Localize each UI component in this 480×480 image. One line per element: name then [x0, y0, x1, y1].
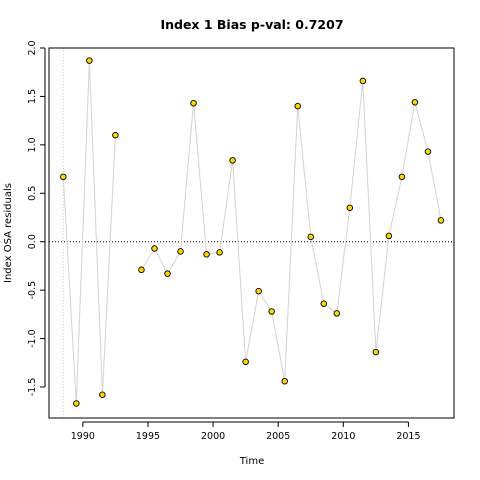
data-point [411, 98, 419, 106]
data-point [73, 400, 80, 407]
data-point [242, 358, 249, 366]
data-point [359, 77, 367, 85]
data-point [437, 217, 445, 224]
x-tick-label: 1990 [71, 431, 95, 442]
y-tick-label: -0.5 [27, 281, 38, 300]
y-tick-label: 1.0 [27, 137, 38, 152]
y-tick-label: -1.0 [27, 329, 38, 348]
series-line-1 [62, 60, 116, 404]
x-tick-label: 2000 [201, 431, 225, 442]
data-point [333, 310, 341, 317]
plot-frame [48, 47, 455, 419]
data-point [294, 102, 301, 110]
data-point [177, 248, 184, 255]
data-point [164, 270, 171, 277]
y-tick-label: -1.5 [27, 378, 38, 397]
chart-title: Index 1 Bias p-val: 0.7207 [160, 17, 343, 32]
data-point [346, 204, 354, 212]
data-point [190, 99, 197, 107]
x-axis-title: Time [239, 456, 264, 467]
plot-layer [49, 48, 454, 418]
data-point [268, 308, 275, 315]
data-point [385, 232, 393, 240]
y-axis-title: Index OSA residuals [3, 183, 14, 283]
data-point [320, 300, 328, 307]
x-axis: 1990 1995 2000 2005 2010 2015 [71, 421, 421, 442]
x-tick-label: 2005 [266, 431, 290, 442]
data-point [138, 266, 145, 274]
data-point [216, 249, 223, 256]
data-point [112, 131, 119, 139]
data-point [398, 173, 406, 181]
data-point [255, 287, 262, 295]
series-line-2 [141, 80, 442, 382]
data-point [60, 173, 67, 181]
data-point [203, 251, 210, 258]
data-point [307, 233, 315, 241]
data-point [424, 148, 432, 155]
y-tick-label: 2.0 [27, 40, 38, 55]
x-tick-label: 2015 [396, 431, 420, 442]
data-point [86, 57, 93, 64]
y-tick-label: 1.5 [27, 89, 38, 104]
x-tick-label: 2010 [331, 431, 355, 442]
data-point [151, 245, 158, 252]
data-point [281, 377, 288, 385]
data-point [372, 348, 380, 356]
data-point [99, 391, 106, 399]
y-tick-label: 0.5 [27, 186, 38, 201]
y-tick-label: 0.0 [27, 234, 38, 249]
x-tick-label: 1995 [136, 431, 160, 442]
y-axis: -1.5 -1.0 -0.5 0.0 0.5 1.0 1.5 2.0 [27, 40, 46, 397]
data-point [229, 157, 236, 164]
